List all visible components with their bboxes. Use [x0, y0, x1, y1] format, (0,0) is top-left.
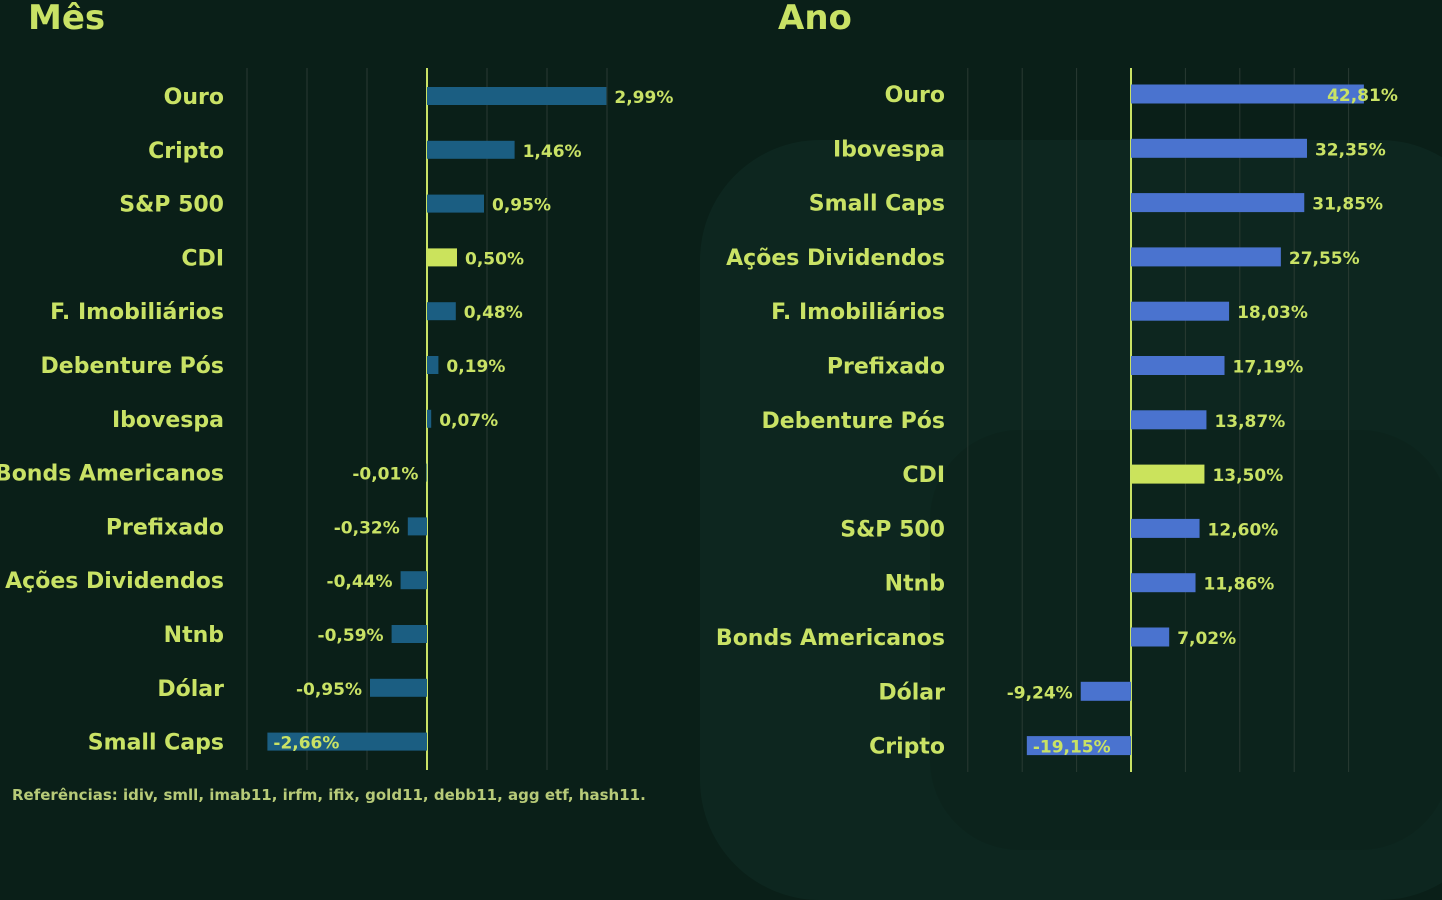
year-category-label-bonds-americanos: Bonds Americanos: [716, 626, 945, 651]
month-bar-ibovespa: [427, 409, 432, 428]
year-category-label-cdi: CDI: [902, 463, 945, 488]
year-bar-f-imobiliarios: [1131, 301, 1230, 321]
year-category-label-small-caps: Small Caps: [809, 192, 945, 217]
month-bar-bonds-americanos: [426, 463, 427, 482]
year-value-label-debenture-pos: 13,87%: [1214, 412, 1285, 432]
month-category-label-sandp-500: S&P 500: [119, 193, 224, 218]
month-bar-prefixado: [407, 517, 427, 536]
month-value-label-prefixado: -0,32%: [334, 518, 400, 538]
month-value-label-cripto: 1,46%: [523, 142, 582, 162]
year-bar-dolar: [1080, 681, 1131, 701]
month-value-label-ouro: 2,99%: [614, 88, 673, 108]
month-category-label-ibovespa: Ibovespa: [112, 408, 224, 433]
year-category-label-prefixado: Prefixado: [827, 355, 945, 380]
month-category-label-cripto: Cripto: [148, 139, 224, 164]
month-bar-acoes-dividendos: [400, 571, 427, 590]
month-bar-ouro: [427, 87, 607, 105]
year-value-label-bonds-americanos: 7,02%: [1177, 629, 1236, 649]
year-value-label-f-imobiliarios: 18,03%: [1237, 303, 1308, 323]
year-category-label-ouro: Ouro: [885, 83, 945, 108]
background-decoration-inner: [930, 430, 1442, 850]
month-value-label-cdi: 0,50%: [465, 249, 524, 269]
year-category-label-cripto: Cripto: [869, 735, 945, 760]
month-value-label-small-caps: -2,66%: [273, 734, 339, 754]
year-value-label-cripto: -19,15%: [1033, 738, 1111, 758]
year-value-label-ouro: 42,81%: [1327, 86, 1398, 106]
year-value-label-small-caps: 31,85%: [1312, 195, 1383, 215]
year-bar-ibovespa: [1131, 138, 1307, 158]
month-category-label-small-caps: Small Caps: [88, 731, 224, 756]
year-bar-cripto: [1026, 736, 1131, 756]
year-category-label-debenture-pos: Debenture Pós: [762, 409, 945, 434]
year-bar-sandp-500: [1131, 518, 1200, 538]
month-bar-debenture-pos: [427, 356, 439, 374]
month-value-label-ntnb: -0,59%: [318, 626, 384, 646]
year-category-label-dolar: Dólar: [878, 680, 945, 705]
year-value-label-prefixado: 17,19%: [1233, 358, 1304, 378]
month-value-label-debenture-pos: 0,19%: [446, 357, 505, 377]
month-category-label-dolar: Dólar: [157, 677, 224, 702]
month-category-label-acoes-dividendos: Ações Dividendos: [5, 569, 224, 594]
year-category-label-acoes-dividendos: Ações Dividendos: [726, 246, 945, 271]
month-category-label-ntnb: Ntnb: [164, 623, 224, 648]
month-bar-dolar: [370, 678, 427, 697]
month-category-label-ouro: Ouro: [164, 85, 224, 110]
references-footnote: Referências: idiv, smll, imab11, irfm, i…: [12, 786, 646, 804]
month-bar-cripto: [427, 140, 515, 159]
month-value-label-acoes-dividendos: -0,44%: [327, 572, 393, 592]
month-value-label-sandp-500: 0,95%: [492, 196, 551, 216]
year-value-label-ibovespa: 32,35%: [1315, 140, 1386, 160]
month-value-label-bonds-americanos: -0,01%: [352, 465, 418, 485]
year-bar-small-caps: [1131, 193, 1305, 213]
month-value-label-ibovespa: 0,07%: [439, 411, 498, 431]
year-chart-title: Ano: [778, 0, 852, 38]
month-value-label-dolar: -0,95%: [296, 680, 362, 700]
year-bar-ouro: [1131, 84, 1364, 104]
year-value-label-ntnb: 11,86%: [1204, 575, 1275, 595]
month-bar-small-caps: [267, 732, 427, 751]
year-value-label-dolar: -9,24%: [1007, 683, 1073, 703]
year-category-label-f-imobiliarios: F. Imobiliários: [771, 300, 945, 325]
year-category-label-ibovespa: Ibovespa: [833, 137, 945, 162]
month-bar-ntnb: [391, 625, 427, 643]
year-bar-debenture-pos: [1131, 410, 1207, 430]
year-category-label-ntnb: Ntnb: [885, 572, 945, 597]
month-bar-cdi: [427, 248, 457, 267]
year-value-label-cdi: 13,50%: [1212, 466, 1283, 486]
year-bar-ntnb: [1131, 573, 1196, 593]
year-value-label-acoes-dividendos: 27,55%: [1289, 249, 1360, 269]
month-category-label-prefixado: Prefixado: [106, 515, 224, 540]
year-bar-cdi: [1131, 464, 1205, 484]
month-category-label-cdi: CDI: [181, 246, 224, 271]
month-category-label-debenture-pos: Debenture Pós: [41, 354, 224, 379]
year-bar-prefixado: [1131, 356, 1225, 375]
month-bar-f-imobiliarios: [427, 302, 456, 321]
month-chart-title: Mês: [28, 0, 106, 38]
month-bar-chart: Ouro 2,99% Cripto 1,46% S&P 500 0,95% CDI 0,50%…: [0, 68, 673, 770]
year-bar-bonds-americanos: [1131, 627, 1170, 647]
month-value-label-f-imobiliarios: 0,48%: [464, 303, 523, 323]
month-category-label-bonds-americanos: Bonds Americanos: [0, 462, 224, 487]
year-bar-acoes-dividendos: [1131, 247, 1281, 267]
year-category-label-sandp-500: S&P 500: [840, 517, 945, 542]
month-bar-sandp-500: [427, 194, 484, 213]
month-category-label-f-imobiliarios: F. Imobiliários: [50, 300, 224, 325]
year-value-label-sandp-500: 12,60%: [1208, 520, 1279, 540]
year-bar-chart: Ouro 42,81% Ibovespa 32,35% Small Caps 31,85%…: [716, 68, 1398, 772]
